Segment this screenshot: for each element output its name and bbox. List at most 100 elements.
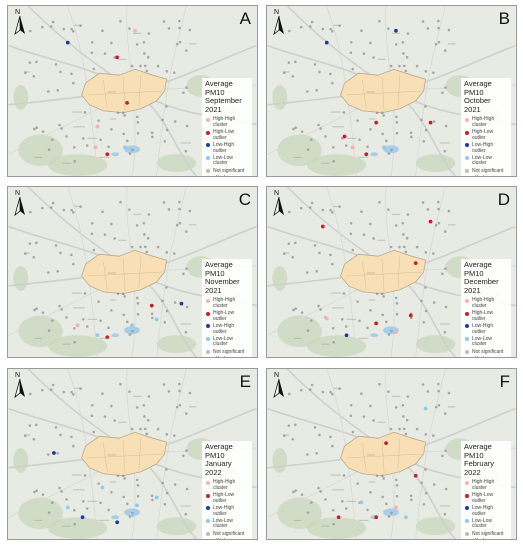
legend-item: Not significant <box>205 348 249 356</box>
legend-item: Krakow <box>464 538 508 539</box>
legend-title: Average PM10 February 2022 <box>464 442 495 477</box>
legend-swatch <box>206 324 210 329</box>
legend-swatch <box>465 311 469 316</box>
legend-item: High-High cluster <box>205 117 249 128</box>
legend-item: Not significant <box>205 530 249 538</box>
legend: Average PM10 October 2021 High-High clus… <box>461 78 511 176</box>
legend-swatch <box>465 532 469 536</box>
panel-letter: F <box>499 372 510 391</box>
legend-swatch <box>465 493 469 498</box>
legend: Average PM10 November 2021 High-High clu… <box>202 259 252 357</box>
legend-swatch <box>465 156 469 161</box>
legend: Average PM10 December 2021 High-High clu… <box>461 259 511 357</box>
legend-swatch <box>465 480 469 485</box>
legend-area-swatch <box>205 538 214 539</box>
legend-label: High-Low outlier <box>472 129 494 141</box>
legend-item: High-Low outlier <box>205 492 249 504</box>
legend-label: High-High cluster <box>472 116 495 128</box>
legend-label: High-Low outlier <box>213 129 235 141</box>
legend-items: High-High cluster High-Low outlier Low-Hig… <box>205 480 249 539</box>
legend-item: High-Low outlier <box>464 129 508 141</box>
north-arrow-icon: N <box>273 9 285 36</box>
legend-area-swatch <box>464 538 473 539</box>
legend-items: High-High cluster High-Low outlier Low-Hig… <box>464 298 508 357</box>
north-arrow-icon: N <box>14 372 26 399</box>
legend-item: Low-Low cluster <box>464 155 508 167</box>
legend-item: High-High cluster <box>205 480 249 491</box>
legend-swatch <box>465 519 469 524</box>
legend-swatch <box>465 506 469 511</box>
legend: Average PM10 January 2022 High-High clus… <box>202 441 252 539</box>
legend-item: Krakow <box>205 175 249 176</box>
legend-label: Krakow <box>216 538 233 539</box>
legend-label: Low-High outlier <box>472 504 494 517</box>
legend-item: Not significant <box>464 531 508 538</box>
legend-swatch <box>206 350 210 354</box>
legend-swatch <box>465 337 469 342</box>
legend-area-swatch <box>464 175 473 176</box>
north-arrow-icon: N <box>14 190 26 217</box>
panel-letter: D <box>497 190 510 209</box>
legend-swatch <box>465 350 469 354</box>
legend-label: Krakow <box>475 175 492 176</box>
legend-label: Not significant <box>213 167 245 174</box>
legend-item: Not significant <box>464 349 508 356</box>
panel-letter: E <box>239 372 251 391</box>
legend-swatch <box>206 156 210 161</box>
north-arrow-icon: N <box>273 372 285 399</box>
legend-label: Krakow <box>216 356 233 357</box>
legend-item: Not significant <box>205 167 249 175</box>
legend-swatch <box>206 169 210 173</box>
legend-label: Low-Low cluster <box>213 154 234 167</box>
legend-label: Not significant <box>213 530 245 537</box>
legend-label: Not significant <box>472 167 504 174</box>
legend-label: High-Low outlier <box>472 492 494 504</box>
map-panel-f: N F Average PM10 February 2022 High-High… <box>266 368 517 540</box>
legend-label: Krakow <box>475 356 492 357</box>
legend-swatch <box>206 480 210 485</box>
legend-swatch <box>465 324 469 329</box>
legend-area-swatch <box>205 356 214 357</box>
legend-swatch <box>206 130 210 135</box>
legend-label: Not significant <box>213 348 245 355</box>
legend: Average PM10 February 2022 High-High clu… <box>461 441 511 539</box>
legend-item: Low-High outlier <box>464 504 508 517</box>
legend-swatch <box>206 532 210 536</box>
legend-swatch <box>465 143 469 148</box>
legend-label: High-Low outlier <box>213 310 235 322</box>
legend-item: Low-High outlier <box>464 142 508 154</box>
legend-item: Low-Low cluster <box>464 517 508 530</box>
legend-label: Low-High outlier <box>213 141 235 154</box>
legend-label: Krakow <box>216 175 233 176</box>
legend-items: High-High cluster High-Low outlier Low-Hig… <box>205 297 249 357</box>
legend-title: Average PM10 November 2021 <box>205 260 240 295</box>
legend-title: Average PM10 October 2021 <box>464 79 492 114</box>
legend-label: High-High cluster <box>213 297 236 309</box>
legend-item: Low-High outlier <box>464 323 508 335</box>
legend-item: Low-Low cluster <box>205 336 249 348</box>
legend-item: High-Low outlier <box>464 492 508 504</box>
legend-label: Low-Low cluster <box>472 517 493 530</box>
legend-item: High-Low outlier <box>464 310 508 322</box>
legend-title: Average PM10 December 2021 <box>464 260 499 295</box>
legend-item: Krakow <box>464 175 508 176</box>
legend-item: Low-High outlier <box>205 141 249 154</box>
legend-swatch <box>206 143 210 148</box>
legend-swatch <box>465 298 469 303</box>
legend-items: High-High cluster High-Low outlier Low-Hig… <box>464 116 508 176</box>
north-arrow-icon: N <box>273 190 285 217</box>
map-panel-c: N C Average PM10 November 2021 High-High… <box>7 186 258 358</box>
legend-label: Low-Low cluster <box>213 517 234 530</box>
legend-area-swatch <box>205 175 214 176</box>
legend-label: Low-Low cluster <box>472 335 493 348</box>
legend-items: High-High cluster High-Low outlier Low-Hig… <box>205 117 249 176</box>
legend: Average PM10 September 2021 High-High cl… <box>202 78 252 176</box>
legend-item: Krakow <box>205 538 249 539</box>
panel-letter: B <box>498 9 510 28</box>
legend-item: Krakow <box>205 356 249 357</box>
legend-label: High-High cluster <box>213 479 236 491</box>
legend-item: Low-High outlier <box>205 505 249 517</box>
legend-swatch <box>465 169 469 173</box>
legend-item: Low-Low cluster <box>205 517 249 530</box>
panel-letter: A <box>239 9 251 28</box>
